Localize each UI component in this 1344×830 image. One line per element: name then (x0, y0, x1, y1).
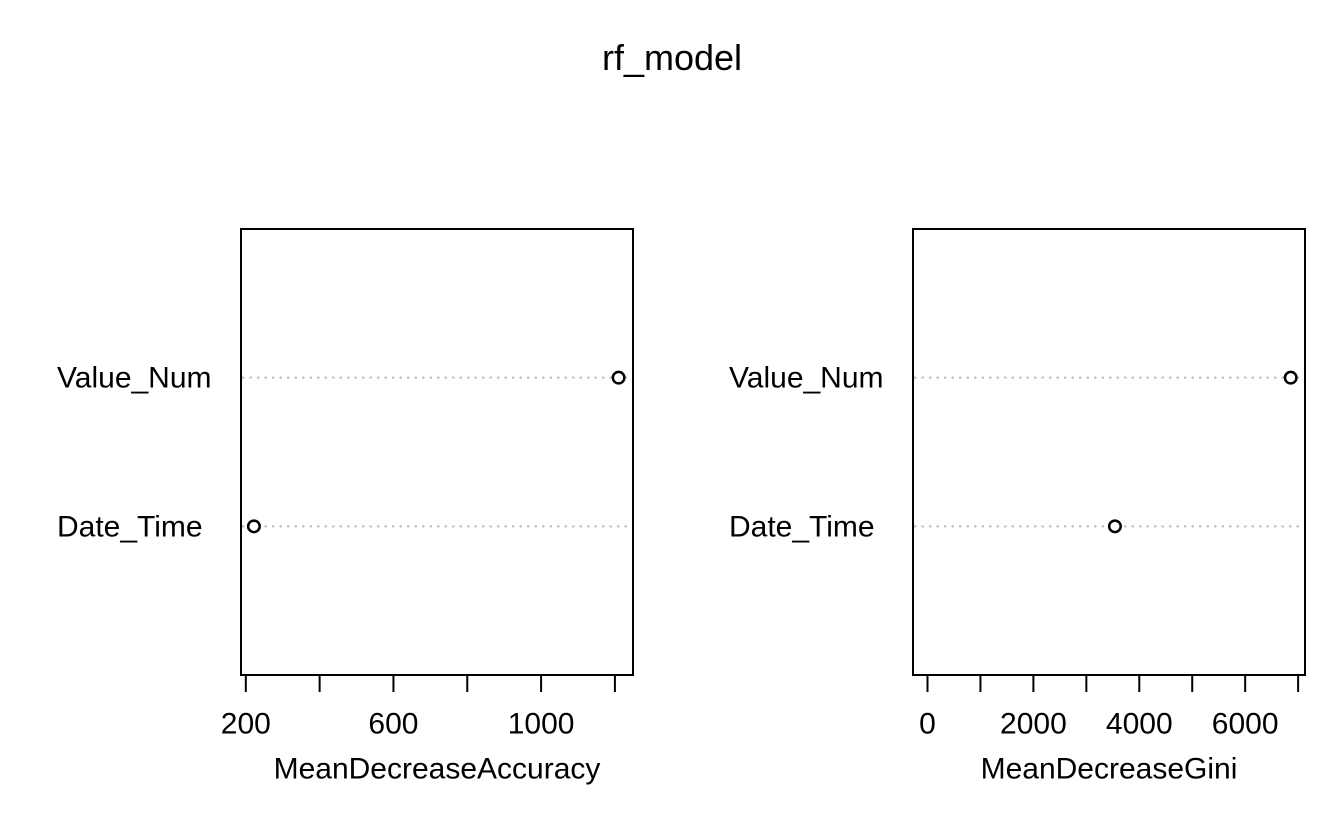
category-label: Value_Num (729, 362, 884, 395)
category-label: Value_Num (57, 362, 212, 395)
chart-title: rf_model (601, 37, 743, 78)
x-tick-label: 1000 (508, 708, 575, 741)
data-point (611, 370, 626, 385)
x-tick-label: 0 (919, 708, 936, 741)
x-axis-label: MeanDecreaseAccuracy (274, 753, 601, 786)
x-axis-label: MeanDecreaseGini (981, 753, 1238, 786)
x-tick-label: 600 (368, 708, 418, 741)
data-point (1107, 519, 1122, 534)
x-tick-label: 2000 (1000, 708, 1067, 741)
plot-box (240, 228, 634, 676)
x-tick-label: 200 (221, 708, 271, 741)
x-tick-label: 4000 (1106, 708, 1173, 741)
x-tick-label: 6000 (1212, 708, 1279, 741)
category-label: Date_Time (729, 510, 875, 543)
category-label: Date_Time (57, 510, 203, 543)
plot-box (912, 228, 1306, 676)
data-point (246, 519, 261, 534)
data-point (1283, 370, 1298, 385)
